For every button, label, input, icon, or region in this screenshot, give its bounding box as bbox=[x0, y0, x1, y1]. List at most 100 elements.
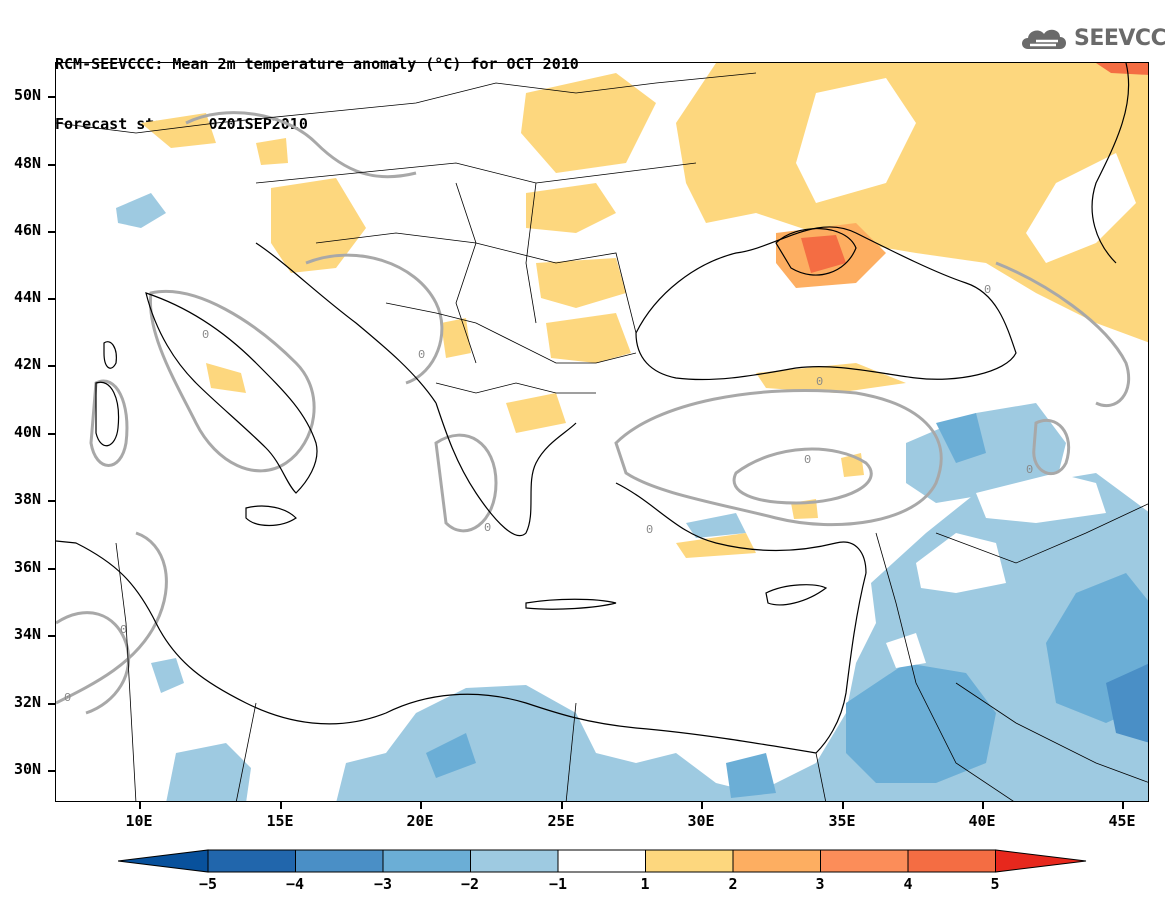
x-tick bbox=[139, 802, 141, 809]
libya-dark-patch bbox=[426, 733, 476, 778]
x-tick bbox=[842, 802, 844, 809]
y-label-50n: 50N bbox=[14, 86, 42, 104]
northeast-hot-corner bbox=[1096, 63, 1148, 75]
y-label-46n: 46N bbox=[14, 221, 42, 239]
contour-greece bbox=[434, 433, 498, 533]
border-12 bbox=[565, 702, 577, 801]
germany-warm-patch bbox=[141, 113, 216, 148]
y-tick bbox=[48, 568, 55, 570]
colorbar-label: −1 bbox=[548, 875, 568, 893]
serbia-warm-patch bbox=[441, 318, 471, 358]
croatia-warm-patch bbox=[271, 178, 366, 273]
contour-sardinia bbox=[89, 379, 129, 467]
sardinia-coast bbox=[95, 381, 120, 447]
contour-label: 0 bbox=[484, 521, 491, 535]
contour-turkey-inner bbox=[732, 447, 873, 505]
levant-coast bbox=[815, 572, 867, 754]
border-8 bbox=[875, 532, 1014, 801]
zero-contours bbox=[56, 111, 1131, 715]
border-4 bbox=[385, 302, 637, 364]
colorbar bbox=[118, 849, 1087, 873]
y-tick bbox=[48, 703, 55, 705]
corsica-coast bbox=[103, 341, 117, 369]
crimea-hot-core bbox=[801, 235, 846, 273]
crimea-coast bbox=[775, 227, 857, 276]
contour-turkey bbox=[614, 388, 943, 527]
colorbar-label: −2 bbox=[460, 875, 480, 893]
border-9 bbox=[935, 503, 1148, 564]
czech-warm-patch bbox=[256, 138, 288, 165]
colorbar-arrow-low bbox=[118, 849, 209, 873]
turkey-south-coast-warm bbox=[676, 533, 756, 558]
colorbar-arrow-high bbox=[995, 849, 1087, 873]
border-5 bbox=[435, 382, 596, 394]
colorbar-segment bbox=[645, 849, 734, 873]
contour-label: 0 bbox=[984, 283, 991, 297]
y-label-36n: 36N bbox=[14, 558, 42, 576]
x-tick bbox=[1122, 802, 1124, 809]
romania-warm-patch-2 bbox=[536, 258, 626, 308]
map-area: 0 0 0 0 0 0 0 0 0 0 bbox=[55, 62, 1149, 802]
egypt-dark-patch bbox=[726, 753, 776, 798]
contour-libya bbox=[56, 611, 131, 715]
turkey-south-coast bbox=[615, 482, 867, 574]
y-label-32n: 32N bbox=[14, 693, 42, 711]
greece-coast bbox=[435, 402, 577, 537]
colorbar-label: 1 bbox=[640, 875, 650, 893]
colorbar-segment bbox=[295, 849, 384, 873]
libya-cool-patch bbox=[166, 743, 251, 801]
negative-anomaly-regions bbox=[116, 193, 1148, 801]
logo-text: SEEVCCC bbox=[1074, 25, 1165, 51]
x-tick bbox=[701, 802, 703, 809]
adriatic-coast bbox=[255, 242, 437, 404]
crete-coast bbox=[525, 598, 617, 610]
y-label-48n: 48N bbox=[14, 154, 42, 172]
y-tick bbox=[48, 770, 55, 772]
black-sea-coast bbox=[635, 226, 1017, 381]
positive-anomaly-regions bbox=[141, 63, 1148, 558]
sicily-coast bbox=[245, 505, 297, 527]
colorbar-label: 5 bbox=[990, 875, 1000, 893]
contour-italy bbox=[148, 290, 316, 473]
turkey-cool-patch bbox=[686, 513, 746, 538]
bulgaria-warm-patch bbox=[546, 313, 631, 363]
alps-cool-patch bbox=[116, 193, 166, 228]
italy-warm-patch bbox=[206, 363, 246, 393]
colorbar-label: −3 bbox=[373, 875, 393, 893]
y-label-38n: 38N bbox=[14, 490, 42, 508]
border-14 bbox=[115, 542, 137, 801]
x-label-15e: 15E bbox=[266, 812, 294, 830]
syria-dark-patch bbox=[936, 413, 986, 463]
x-label-45e: 45E bbox=[1108, 812, 1136, 830]
contour-labels: 0 0 0 0 0 0 0 0 0 0 bbox=[64, 283, 1033, 705]
contour-label: 0 bbox=[816, 375, 823, 389]
contour-balkans bbox=[305, 253, 444, 385]
x-label-40e: 40E bbox=[968, 812, 996, 830]
y-tick bbox=[48, 500, 55, 502]
colorbar-label: 2 bbox=[728, 875, 738, 893]
greece-warm-patch bbox=[506, 393, 566, 433]
coastlines bbox=[56, 63, 1130, 754]
x-label-35e: 35E bbox=[828, 812, 856, 830]
x-tick bbox=[982, 802, 984, 809]
x-tick bbox=[280, 802, 282, 809]
warm-blank-patch bbox=[796, 78, 916, 203]
y-tick bbox=[48, 164, 55, 166]
y-tick bbox=[48, 231, 55, 233]
colorbar-segment bbox=[470, 849, 559, 873]
x-label-10e: 10E bbox=[125, 812, 153, 830]
y-label-30n: 30N bbox=[14, 760, 42, 778]
colorbar-segment bbox=[382, 849, 471, 873]
colorbar-label: 4 bbox=[903, 875, 913, 893]
saudi-darker-patch bbox=[1106, 663, 1148, 743]
cool-blank-patch-2 bbox=[886, 633, 926, 668]
italy-coast bbox=[145, 292, 318, 494]
cool-blank-patch-3 bbox=[976, 473, 1106, 523]
border-10 bbox=[955, 682, 1148, 783]
cyprus-coast bbox=[765, 584, 828, 606]
y-label-34n: 34N bbox=[14, 625, 42, 643]
border-2 bbox=[255, 162, 697, 184]
top-warm-patch bbox=[521, 73, 656, 173]
border-6 bbox=[455, 182, 477, 364]
cool-blank-patch-1 bbox=[916, 533, 1006, 593]
